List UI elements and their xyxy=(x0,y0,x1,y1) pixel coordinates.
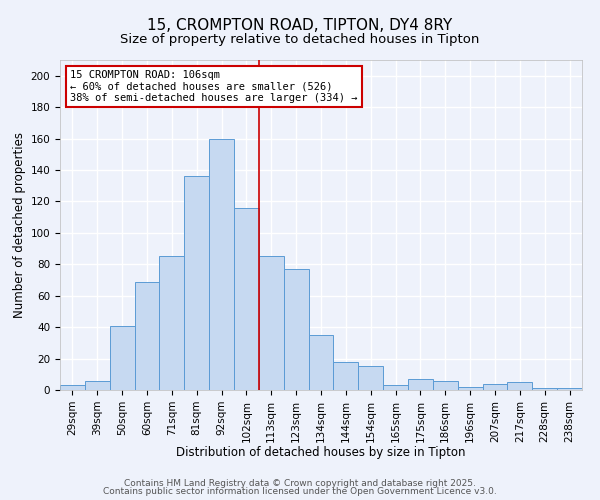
Bar xyxy=(308,335,334,390)
Text: Contains HM Land Registry data © Crown copyright and database right 2025.: Contains HM Land Registry data © Crown c… xyxy=(124,478,476,488)
Bar xyxy=(160,256,184,390)
Bar xyxy=(110,326,134,390)
X-axis label: Distribution of detached houses by size in Tipton: Distribution of detached houses by size … xyxy=(176,446,466,459)
Bar xyxy=(184,176,209,390)
Bar xyxy=(234,208,259,390)
Bar xyxy=(508,382,532,390)
Bar xyxy=(358,366,383,390)
Bar xyxy=(334,362,358,390)
Text: Size of property relative to detached houses in Tipton: Size of property relative to detached ho… xyxy=(121,32,479,46)
Text: 15, CROMPTON ROAD, TIPTON, DY4 8RY: 15, CROMPTON ROAD, TIPTON, DY4 8RY xyxy=(148,18,452,32)
Bar xyxy=(60,386,85,390)
Bar xyxy=(134,282,160,390)
Bar xyxy=(408,379,433,390)
Bar xyxy=(383,386,408,390)
Bar xyxy=(482,384,508,390)
Y-axis label: Number of detached properties: Number of detached properties xyxy=(13,132,26,318)
Bar xyxy=(532,388,557,390)
Bar xyxy=(85,380,110,390)
Bar xyxy=(458,387,482,390)
Bar xyxy=(259,256,284,390)
Text: 15 CROMPTON ROAD: 106sqm
← 60% of detached houses are smaller (526)
38% of semi-: 15 CROMPTON ROAD: 106sqm ← 60% of detach… xyxy=(70,70,358,103)
Bar xyxy=(557,388,582,390)
Bar xyxy=(284,269,308,390)
Bar xyxy=(209,138,234,390)
Text: Contains public sector information licensed under the Open Government Licence v3: Contains public sector information licen… xyxy=(103,487,497,496)
Bar xyxy=(433,380,458,390)
